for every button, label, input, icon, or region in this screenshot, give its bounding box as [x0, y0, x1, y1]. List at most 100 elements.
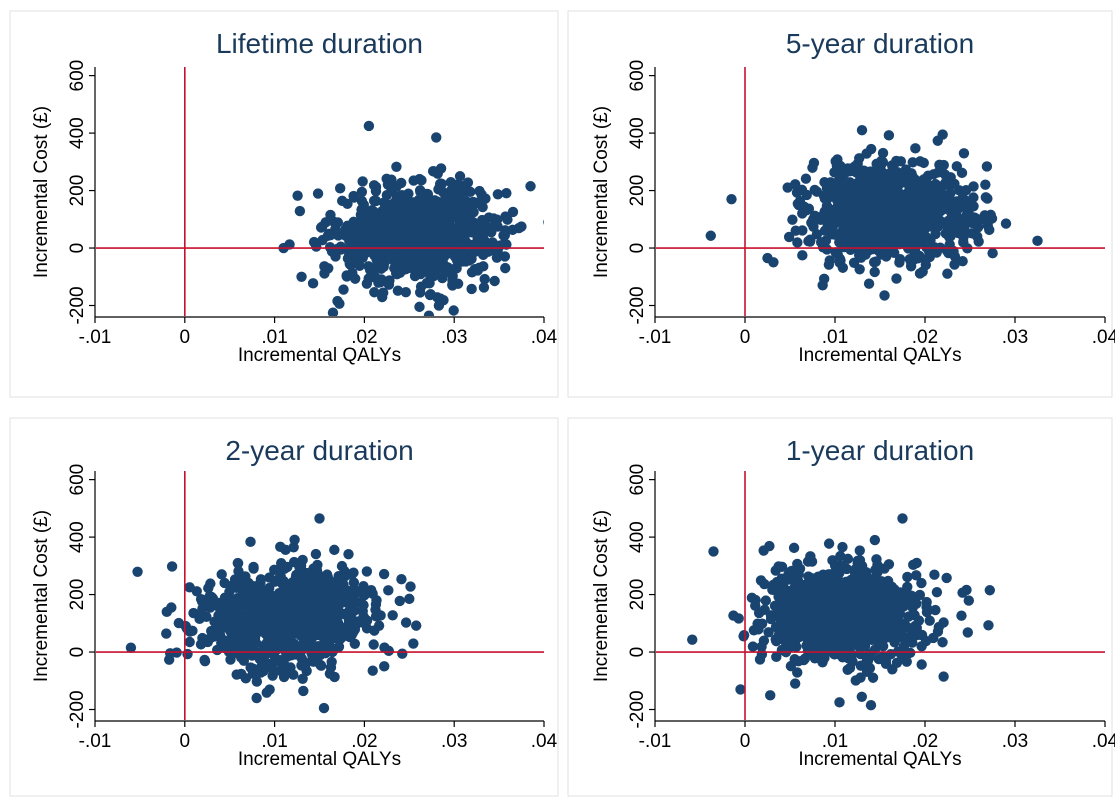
scatter-point [442, 189, 454, 201]
scatter-point [432, 219, 443, 231]
scatter-point [298, 685, 309, 697]
scatter-point [247, 668, 259, 679]
scatter-point [907, 157, 918, 168]
scatter-point [300, 623, 312, 635]
scatter-point [738, 631, 749, 642]
scatter-point [204, 590, 215, 602]
scatter-point [890, 623, 901, 635]
scatter-point [929, 569, 940, 580]
scatter-point [308, 236, 320, 248]
scatter-point [333, 230, 344, 241]
scatter-point [226, 602, 237, 613]
scatter-point [820, 205, 832, 216]
scatter-point [280, 544, 291, 556]
scatter-point [501, 187, 512, 199]
x-axis-title: Incremental QALYs [798, 749, 961, 770]
scatter-point [784, 598, 795, 610]
scatter-point [858, 631, 870, 642]
scatter-point [954, 218, 965, 230]
scatter-point [921, 606, 933, 618]
scatter-point [216, 637, 227, 649]
scatter-point [822, 596, 834, 608]
scatter-point [268, 605, 279, 616]
scatter-point [300, 590, 311, 602]
scatter-point [933, 219, 944, 231]
scatter-point [776, 573, 787, 584]
scatter-point [894, 236, 906, 248]
x-tick-label: .02 [912, 731, 938, 752]
scatter-point [474, 185, 485, 197]
scatter-point [867, 623, 878, 634]
scatter-point [874, 246, 885, 257]
scatter-point [891, 273, 902, 284]
y-tick-label: 0 [627, 243, 648, 254]
x-tick-label: .04 [1092, 731, 1115, 752]
scatter-point [964, 202, 975, 213]
scatter-point [264, 582, 275, 594]
y-tick-label: -200 [627, 286, 648, 324]
x-tick-label: 0 [740, 327, 751, 348]
scatter-point [396, 574, 407, 585]
scatter-point [895, 196, 906, 208]
scatter-point [818, 574, 830, 585]
scatter-point [349, 638, 361, 649]
chart-title: Lifetime duration [216, 28, 423, 59]
x-tick-label: .01 [822, 327, 848, 348]
scatter-point [771, 635, 782, 647]
scatter-point [389, 262, 400, 274]
y-tick-label: 0 [67, 647, 88, 658]
scatter-point [854, 264, 865, 275]
scatter-point [946, 209, 958, 221]
scatter-point [368, 639, 379, 650]
scatter-point [324, 610, 336, 621]
scatter-point [422, 188, 434, 200]
scatter-point [911, 570, 922, 581]
x-tick-label: 0 [180, 731, 191, 752]
scatter-point [983, 620, 994, 631]
scatter-point [883, 130, 895, 141]
scatter-point [308, 640, 320, 652]
scatter-point [883, 611, 894, 623]
scatter-point [899, 619, 911, 631]
scatter-point [419, 221, 431, 233]
scatter-point [1000, 218, 1012, 229]
scatter-point [310, 548, 322, 560]
scatter-point [248, 561, 259, 573]
scatter-point [382, 179, 394, 190]
scatter-point [938, 671, 949, 682]
scatter-point [843, 190, 855, 201]
scatter-point [855, 596, 867, 607]
scatter-point [333, 641, 345, 652]
scatter-point [448, 248, 459, 260]
scatter-point [856, 560, 867, 572]
scatter-point [933, 195, 945, 206]
scatter-point [392, 285, 404, 296]
y-tick-label: 0 [627, 647, 648, 658]
scatter-point [865, 651, 876, 662]
scatter-point [868, 593, 880, 604]
scatter-point [255, 577, 266, 588]
scatter-point [269, 564, 280, 576]
scatter-point [885, 220, 896, 231]
scatter-point [264, 634, 276, 645]
scatter-point [250, 595, 261, 606]
scatter-point [383, 585, 394, 596]
scatter-point [982, 193, 993, 204]
scatter-point [802, 645, 814, 657]
scatter-point [448, 305, 459, 316]
scatter-point [877, 147, 889, 159]
scatter-point [346, 629, 357, 641]
scatter-point [894, 253, 906, 265]
scatter-point [400, 617, 412, 628]
x-tick-label: 0 [740, 731, 751, 752]
scatter-point [943, 247, 954, 259]
scatter-point [478, 261, 489, 272]
scatter-point [334, 298, 345, 309]
panel-2: 5-year duration -.01 0 .01 .02 .03 .04 -200 0 200… [567, 10, 1115, 398]
scatter-point [312, 587, 323, 598]
scatter-point [205, 632, 217, 643]
scatter-point [378, 287, 389, 298]
scatter-point [387, 610, 398, 621]
scatter-point [267, 658, 278, 669]
